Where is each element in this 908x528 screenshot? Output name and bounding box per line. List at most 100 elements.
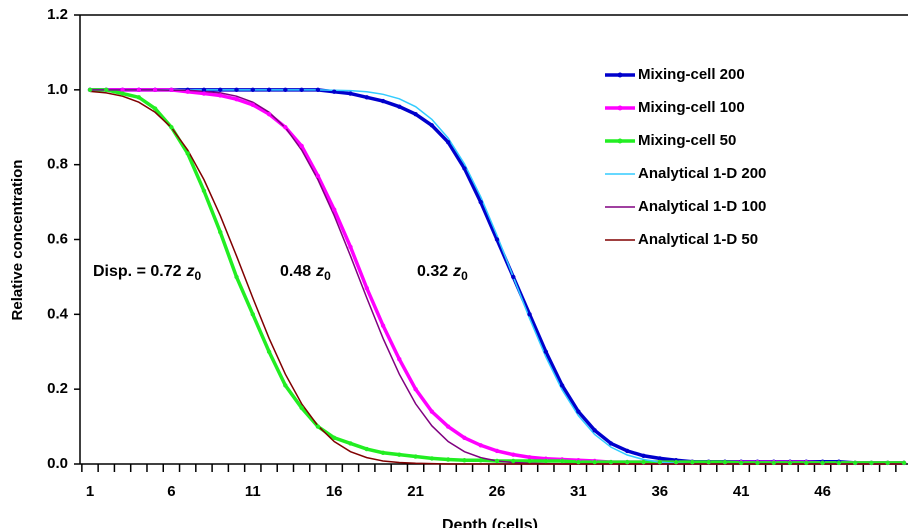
x-tick-label: 26 [489,483,506,500]
series-line [90,88,904,465]
series-marker [494,448,500,454]
x-tick-label: 46 [814,483,831,500]
series-marker [234,87,239,93]
annotation-text: Disp. = 0.72 [93,263,182,280]
series-marker [429,456,435,461]
series-marker [755,460,760,466]
legend-label: Mixing-cell 50 [638,132,736,149]
series-marker [332,435,337,441]
series-line [90,89,904,465]
series-marker [836,460,842,466]
series-marker [185,151,190,156]
series-marker [152,106,158,111]
series-marker [136,95,142,100]
series-marker [380,450,386,455]
series-marker [527,455,532,460]
series-marker [87,87,93,93]
series-marker [869,460,874,466]
series-marker [722,459,728,465]
annotation-text: 0.32 [417,263,448,280]
series-marker [266,349,272,354]
series-marker [673,459,679,465]
y-axis-title: Relative concentration [9,160,26,321]
series-marker [787,460,793,466]
annotation-symbol: z [452,263,461,280]
series-marker [657,456,662,461]
series-marker [266,111,272,117]
series-marker [185,89,190,94]
series-marker [397,452,402,457]
series-marker [234,96,239,102]
x-tick-label: 1 [86,483,94,500]
series-marker [332,89,337,94]
series-marker [559,458,565,464]
series-marker [250,102,255,108]
series-marker [315,424,321,429]
series-marker [397,104,402,109]
series-marker [136,87,142,93]
series-marker [901,460,907,466]
x-tick-label: 16 [326,483,343,500]
series-line [90,89,904,465]
annotation-text: 0.48 [280,263,311,280]
series-marker [218,87,223,93]
series-marker [706,459,711,465]
x-tick-label: 11 [245,483,261,500]
series-marker [234,274,239,280]
series-marker [299,87,304,93]
series-marker [511,274,516,280]
x-tick-label: 6 [167,483,175,500]
series-marker [364,285,369,291]
series-marker [608,459,614,465]
series-marker [511,452,516,457]
series-marker [152,87,158,93]
series-marker [413,111,418,117]
annotation-subscript: 0 [324,269,331,283]
series-marker [397,357,402,362]
series-marker [218,229,223,235]
series-marker [315,173,321,179]
series-marker [527,458,532,464]
series-marker [250,312,255,317]
series-marker [364,95,369,100]
series-marker [348,441,353,446]
series-marker [283,383,288,388]
series-marker [429,409,435,414]
series-marker [804,460,809,466]
series-marker [462,458,467,463]
series-marker [559,383,565,388]
series-marker [332,207,337,212]
legend-marker [617,72,623,78]
legend-label: Mixing-cell 100 [638,99,745,116]
series-marker [218,93,223,98]
series-marker [852,460,858,466]
series-marker [283,87,288,93]
x-tick-label: 36 [651,483,668,500]
series-marker [494,458,500,464]
series-marker [380,98,386,104]
series-marker [543,458,549,464]
annotation-subscript: 0 [195,269,202,283]
series-line [89,90,904,465]
series-marker [543,349,549,354]
x-tick-label: 21 [407,483,424,500]
series-marker [608,441,614,446]
series-marker [413,454,418,459]
series-marker [511,458,516,464]
series-marker [625,448,630,454]
legend-label: Mixing-cell 200 [638,66,745,83]
y-tick-label: 0.0 [47,455,68,472]
series-marker [201,188,207,194]
series-marker [380,323,386,328]
x-tick-label: 41 [733,483,750,500]
series-line [90,88,904,465]
series-marker [625,459,630,465]
series-marker [592,459,597,465]
y-tick-label: 1.2 [47,6,68,23]
series-marker [250,87,255,93]
series-marker [445,457,451,462]
series-marker [641,459,646,465]
legend-marker [617,105,623,111]
series-marker [462,166,467,171]
